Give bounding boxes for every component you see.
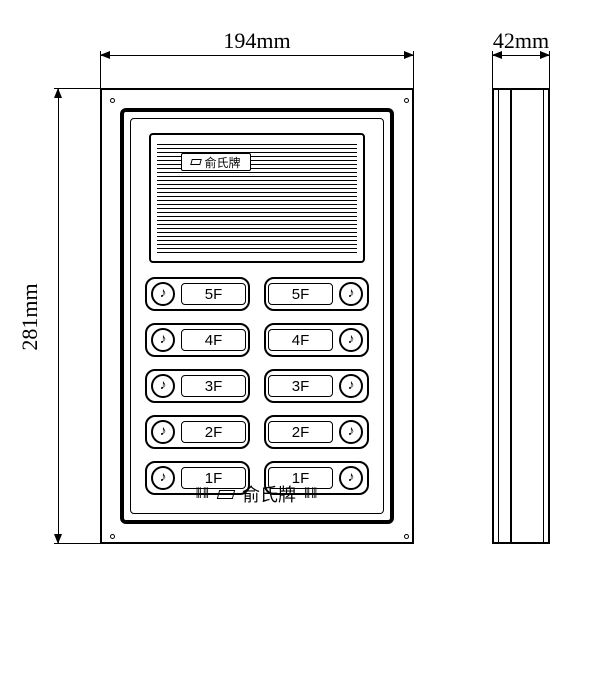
side-panel bbox=[492, 88, 550, 544]
bell-icon: ♪ bbox=[151, 420, 175, 444]
brand-plate-top: 俞氏牌 bbox=[181, 153, 251, 171]
bell-icon: ♪ bbox=[339, 328, 363, 352]
speaker-holes-icon: ⦀⦀ bbox=[196, 486, 210, 502]
call-button-label: 2F bbox=[181, 421, 246, 443]
bell-icon: ♪ bbox=[339, 420, 363, 444]
call-button-label: 4F bbox=[268, 329, 333, 351]
call-button-label: 4F bbox=[181, 329, 246, 351]
call-button[interactable]: ♪ 5F bbox=[264, 277, 369, 311]
call-button-label: 5F bbox=[181, 283, 246, 305]
brand-bottom-text: 俞氏牌 bbox=[242, 481, 296, 507]
call-button-label: 2F bbox=[268, 421, 333, 443]
dim-width-label: 194mm bbox=[100, 28, 414, 54]
bell-icon: ♪ bbox=[339, 374, 363, 398]
brand-plate-top-text: 俞氏牌 bbox=[204, 154, 240, 171]
call-button[interactable]: ♪ 5F bbox=[145, 277, 250, 311]
speaker-grille: 俞氏牌 bbox=[149, 133, 365, 263]
call-button-label: 3F bbox=[268, 375, 333, 397]
dim-depth-label: 42mm bbox=[482, 28, 560, 54]
call-button[interactable]: ♪ 2F bbox=[145, 415, 250, 449]
call-button[interactable]: ♪ 3F bbox=[145, 369, 250, 403]
call-button[interactable]: ♪ 3F bbox=[264, 369, 369, 403]
front-panel: 俞氏牌♪5F♪5F♪4F♪4F♪3F♪3F♪2F♪2F♪1F♪1F⦀⦀俞氏牌⦀⦀ bbox=[100, 88, 414, 544]
bell-icon: ♪ bbox=[339, 282, 363, 306]
call-button-label: 5F bbox=[268, 283, 333, 305]
call-button[interactable]: ♪ 4F bbox=[264, 323, 369, 357]
call-button[interactable]: ♪ 2F bbox=[264, 415, 369, 449]
call-button[interactable]: ♪ 4F bbox=[145, 323, 250, 357]
bell-icon: ♪ bbox=[151, 282, 175, 306]
brand-logo-icon bbox=[217, 490, 235, 499]
dim-height-label: 281mm bbox=[17, 277, 43, 357]
call-button-grid: ♪5F♪5F♪4F♪4F♪3F♪3F♪2F♪2F♪1F♪1F bbox=[145, 277, 369, 495]
brand-row-bottom: ⦀⦀ 俞氏牌 ⦀⦀ bbox=[131, 481, 383, 507]
speaker-holes-icon: ⦀⦀ bbox=[304, 486, 318, 502]
bell-icon: ♪ bbox=[151, 374, 175, 398]
bell-icon: ♪ bbox=[151, 328, 175, 352]
call-button-label: 3F bbox=[181, 375, 246, 397]
